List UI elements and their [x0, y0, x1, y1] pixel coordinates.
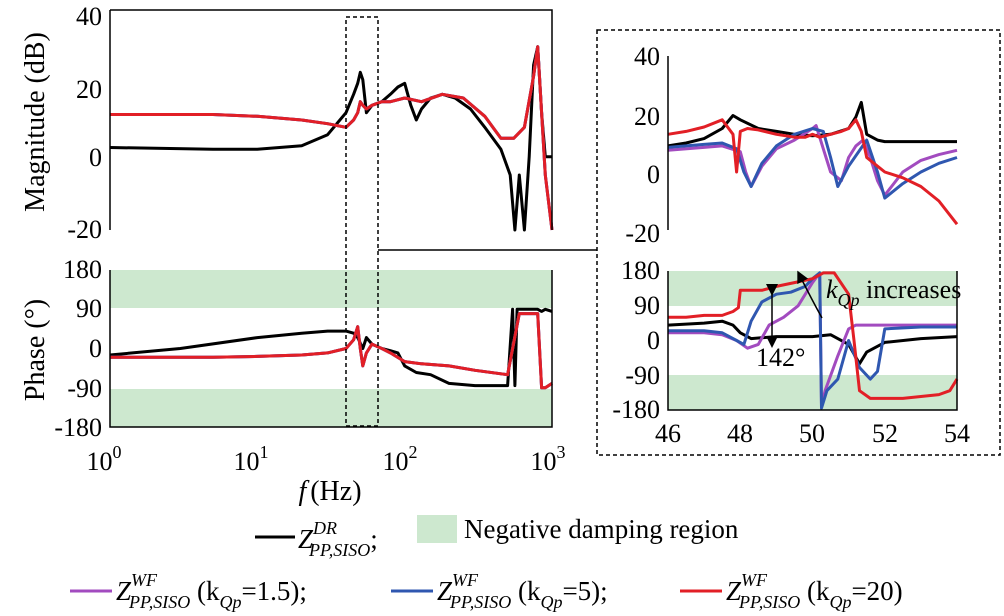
x-axis-label: f (Hz) [298, 476, 361, 507]
zoom-magnitude-series-wf_20 [667, 118, 959, 226]
magnitude-series-wf_20 [110, 45, 554, 231]
zoom-phase-ytick: -90 [625, 361, 660, 390]
legend-negative-damping-label: Negative damping region [464, 514, 739, 544]
zoom-negative-damping-band-lower [668, 375, 957, 410]
phase-series-dr [109, 307, 553, 388]
legend-wf-5-label: ZWF PP,SISO (kQp=5); [437, 570, 608, 612]
zoom-x-ticks: 46 48 50 52 54 [655, 419, 970, 448]
zoom-mag-ytick: 0 [647, 160, 660, 189]
kqp-increase-arrow [797, 270, 823, 319]
phase-ytick: -90 [67, 374, 102, 403]
negative-damping-band-lower [110, 389, 552, 427]
zoom-phase-series [667, 271, 959, 410]
zoom-xtick: 54 [944, 419, 970, 448]
legend-wf-20-label: ZWF PP,SISO (kQp=20) [726, 570, 903, 612]
zoom-phase-series-wf_20 [668, 271, 959, 400]
phase-ytick: 0 [89, 334, 102, 363]
zoom-phase-ytick: 0 [647, 326, 660, 355]
legend-negative-damping: Negative damping region [417, 514, 739, 544]
zoom-magnitude-series-wf_1_5 [667, 124, 958, 197]
mag-ytick: 40 [76, 2, 102, 31]
xtick-10-3: 103 [531, 442, 566, 476]
zoom-inset-frame [596, 29, 1001, 456]
magnitude-series [109, 45, 554, 232]
phase-y-ticks: 180 90 0 -90 -180 [54, 255, 102, 442]
legend-wf-20: ZWF PP,SISO (kQp=20) [680, 570, 903, 612]
mag-ytick: 20 [76, 75, 102, 104]
zoom-phase-ytick: 180 [621, 256, 660, 285]
zoom-mag-ytick: 20 [634, 102, 660, 131]
phase-ytick: -180 [54, 413, 102, 442]
zoom-xtick: 48 [727, 419, 753, 448]
x-ticks: 100 101 102 103 [87, 442, 566, 476]
zoom-region-highlight [345, 16, 379, 427]
phase-series [109, 307, 553, 390]
zoom-xtick: 50 [799, 419, 825, 448]
kqp-increases-label: kQp increases [826, 275, 961, 310]
magnitude-axis-label: Magnitude (dB) [20, 32, 51, 212]
mag-ytick: -20 [67, 215, 102, 244]
xtick-10-0: 100 [87, 442, 122, 476]
phase-jump-label: 142° [756, 343, 805, 372]
magnitude-series-wf_1_5 [110, 45, 554, 231]
zoom-phase-ytick: 90 [634, 291, 660, 320]
zoom-xtick: 46 [655, 419, 681, 448]
magnitude-series-wf_5 [110, 45, 554, 231]
zoom-phase-series-dr [667, 319, 958, 366]
xtick-10-1: 101 [234, 442, 269, 476]
magnitude-y-ticks: 40 20 0 -20 [67, 2, 102, 244]
xtick-10-2: 102 [383, 442, 418, 476]
magnitude-axes-frame [109, 9, 553, 230]
legend-dr-label: ZDR PP,SISO; [298, 518, 378, 560]
negative-damping-band-upper [110, 270, 552, 308]
phase-axis-label: Phase (°) [20, 299, 51, 401]
zoom-xtick: 52 [872, 419, 898, 448]
zoom-mag-ytick: -20 [625, 219, 660, 248]
zoom-magnitude-series [667, 100, 959, 226]
phase-series-wf_20 [110, 312, 553, 390]
magnitude-series-dr [109, 45, 552, 232]
legend-negative-damping-swatch [417, 515, 457, 543]
phase-ytick: 90 [76, 294, 102, 323]
legend-wf-1-5-label: ZWF PP,SISO (kQp=1.5); [116, 570, 307, 612]
phase-axes-frame [109, 270, 553, 428]
legend-wf-1-5: ZWF PP,SISO (kQp=1.5); [70, 570, 307, 612]
zoom-phase-y-ticks: 180 90 0 -90 -180 [612, 256, 660, 424]
phase-ytick: 180 [63, 255, 102, 284]
legend-wf-5: ZWF PP,SISO (kQp=5); [391, 570, 608, 612]
zoom-phase-axes [667, 271, 958, 411]
zoom-phase-ytick: -180 [612, 395, 660, 424]
zoom-magnitude-y-ticks: 40 20 0 -20 [625, 42, 660, 248]
zoom-mag-ytick: 40 [634, 42, 660, 71]
mag-ytick: 0 [89, 143, 102, 172]
legend-dr: ZDR PP,SISO; [255, 518, 378, 560]
